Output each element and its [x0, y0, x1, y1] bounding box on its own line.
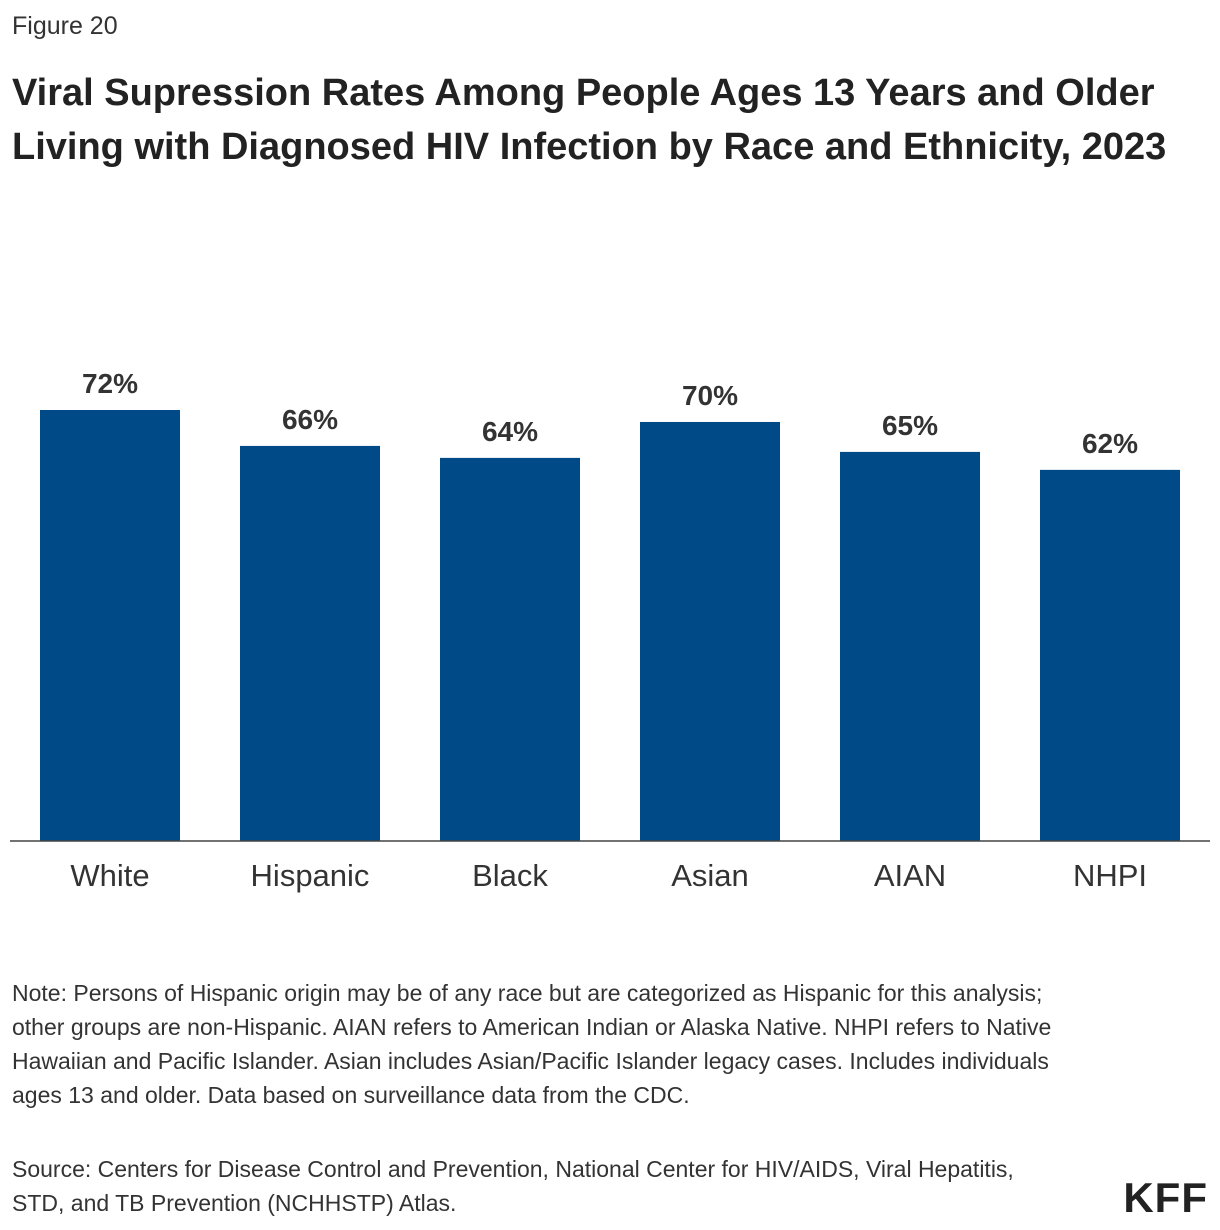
x-tick-label-black: Black	[472, 858, 548, 893]
data-label-nhpi: 62%	[1082, 428, 1138, 459]
x-tick-label-white: White	[70, 858, 149, 893]
bar-group: 72% White 66% Hispanic 64% Black 70% Asian 65% AI…	[40, 368, 1180, 893]
data-label-aian: 65%	[882, 410, 938, 441]
bar-nhpi	[1040, 469, 1180, 841]
data-label-black: 64%	[482, 416, 538, 447]
bar-aian	[840, 451, 980, 841]
bar-asian	[640, 421, 780, 841]
figure-label: Figure 20	[12, 12, 118, 40]
data-label-hispanic: 66%	[282, 404, 338, 435]
data-label-asian: 70%	[682, 380, 738, 411]
x-tick-label-hispanic: Hispanic	[251, 858, 370, 893]
bar-hispanic	[240, 445, 380, 841]
x-tick-label-nhpi: NHPI	[1073, 858, 1147, 893]
data-label-white: 72%	[82, 368, 138, 399]
bar-white	[40, 410, 180, 841]
bar-chart: 72% White 66% Hispanic 64% Black 70% Asian 65% AI…	[10, 368, 1210, 893]
x-tick-label-aian: AIAN	[874, 858, 946, 893]
bar-black	[440, 457, 580, 841]
chart-title: Viral Supression Rates Among People Ages…	[12, 72, 1167, 168]
chart-source: Source: Centers for Disease Control and …	[12, 1156, 1014, 1216]
kff-logo: KFF	[1123, 1174, 1208, 1221]
x-tick-label-asian: Asian	[671, 858, 749, 893]
chart-note: Note: Persons of Hispanic origin may be …	[12, 980, 1052, 1108]
